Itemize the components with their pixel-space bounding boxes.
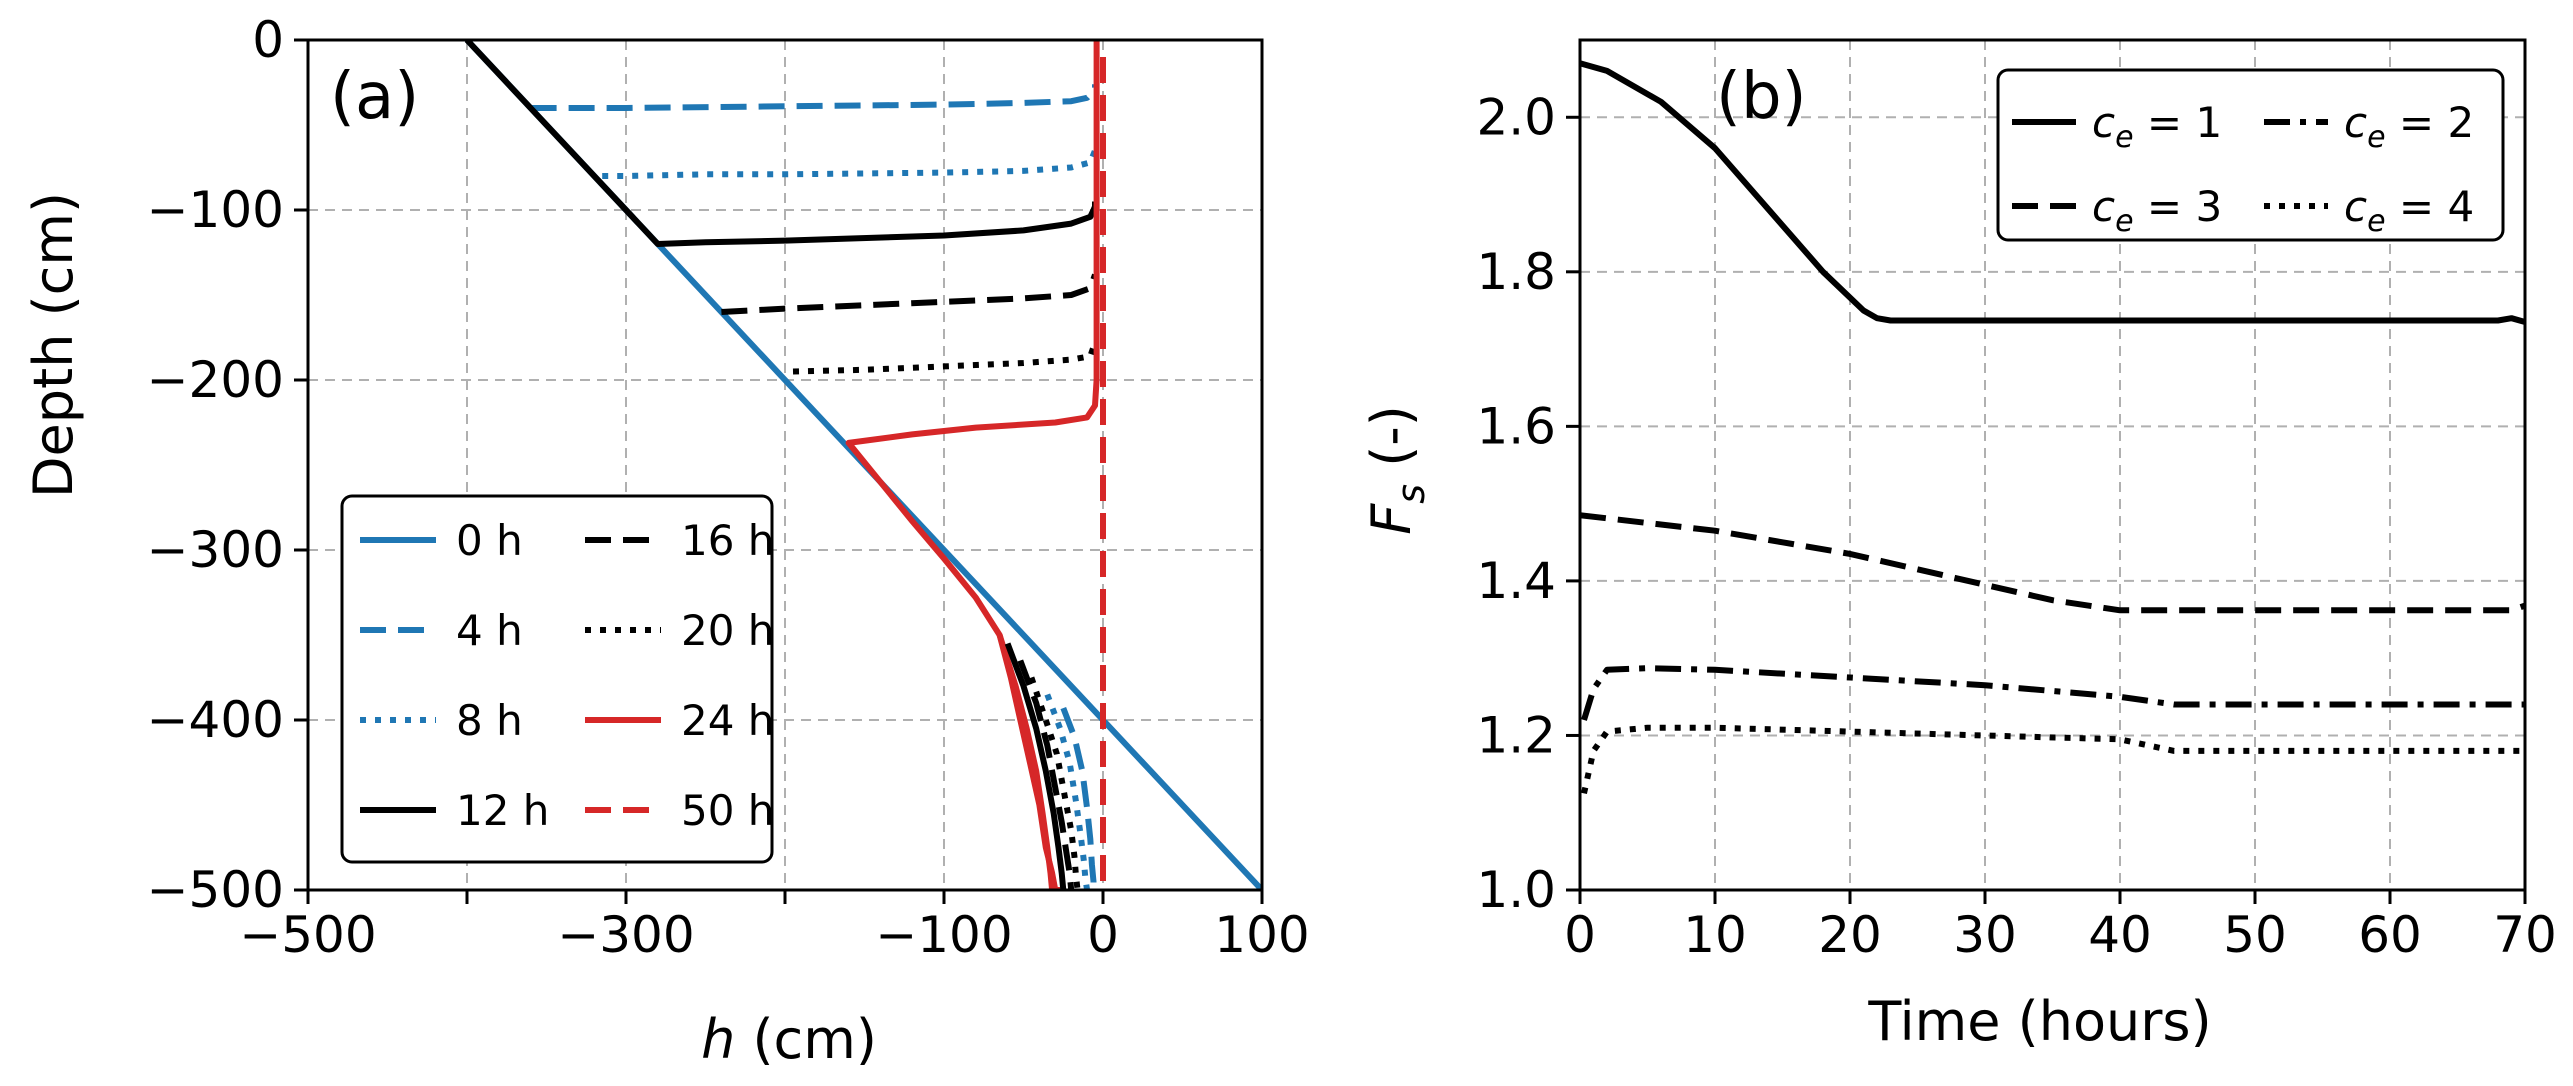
panel-b-ylabel-unit: (-) xyxy=(1360,405,1423,467)
a-legend-label: 16 h xyxy=(681,516,774,565)
b-ytick-label: 1.8 xyxy=(1476,243,1556,301)
b-legend-sub: e xyxy=(2367,120,2385,155)
a-series-line-12-h-lower xyxy=(1004,642,1067,890)
b-xtick-label: 40 xyxy=(2088,906,2152,964)
b-series-line-c-e-1 xyxy=(1580,60,2525,325)
b-xtick-label: 50 xyxy=(2223,906,2287,964)
b-legend-label: ce = 1 xyxy=(2092,98,2222,155)
b-xtick-label: 70 xyxy=(2493,906,2557,964)
a-legend-label: 50 h xyxy=(681,786,774,835)
panel-b-series xyxy=(1580,60,2525,795)
a-ytick-label: −300 xyxy=(147,521,284,579)
b-xtick-label: 10 xyxy=(1683,906,1747,964)
b-series-line-c-e-3 xyxy=(1580,512,2525,614)
panel-b-legend: ce = 1ce = 3ce = 2ce = 4 xyxy=(1996,68,2505,242)
a-legend-label: 20 h xyxy=(681,606,774,655)
b-legend-symbol: c xyxy=(2092,98,2115,147)
a-ytick-label: −400 xyxy=(147,691,284,749)
b-series-line-c-e-2 xyxy=(1581,665,2525,721)
b-ytick-label: 1.0 xyxy=(1476,861,1556,919)
b-xtick-label: 0 xyxy=(1564,906,1596,964)
b-legend-symbol: c xyxy=(2344,98,2367,147)
b-legend-sub: e xyxy=(2115,120,2133,155)
a-ytick-label: 0 xyxy=(252,11,284,69)
a-xtick-label: 100 xyxy=(1214,906,1309,964)
panel-b-ylabel: Fs (-) xyxy=(1360,405,1433,535)
a-ytick-label: −500 xyxy=(147,861,284,919)
b-ytick-label: 1.6 xyxy=(1476,397,1556,455)
a-xtick-label: −300 xyxy=(557,906,694,964)
b-legend-sub: e xyxy=(2367,204,2385,239)
b-legend-symbol: c xyxy=(2344,182,2367,231)
a-series-line-4-h-lower xyxy=(1060,707,1097,890)
a-series-line-24-h-lower-tail xyxy=(996,634,1056,890)
panel-a-ylabel: Depth (cm) xyxy=(22,192,85,498)
panel-a-xlabel: h (cm) xyxy=(701,1008,877,1071)
a-series-line-20-h-lower xyxy=(1028,676,1081,890)
panel-b-ylabel-sub: s xyxy=(1389,484,1433,504)
b-legend-label: ce = 3 xyxy=(2092,182,2222,239)
b-xtick-label: 60 xyxy=(2358,906,2422,964)
a-legend-label: 4 h xyxy=(456,606,523,655)
a-ytick-label: −100 xyxy=(147,181,284,239)
panel-b-xlabel: Time (hours) xyxy=(1867,990,2211,1053)
a-xtick-label: −500 xyxy=(239,906,376,964)
panel-b-ticks: 0 10 20 30 40 50 60 70 1.0 1.2 1.4 1.6 1.8 2.0 xyxy=(1476,88,2556,964)
b-legend-sub: e xyxy=(2115,204,2133,239)
a-series-line-8-h xyxy=(602,149,1098,179)
b-ytick-label: 2.0 xyxy=(1476,88,1556,146)
b-xtick-label: 20 xyxy=(1818,906,1882,964)
a-legend-label: 8 h xyxy=(456,696,523,745)
b-legend-label: ce = 2 xyxy=(2344,98,2474,155)
b-legend-label: ce = 4 xyxy=(2344,182,2474,239)
a-ytick-label: −200 xyxy=(147,351,284,409)
a-series-line-24-h xyxy=(845,40,1100,890)
a-legend-label: 0 h xyxy=(456,516,523,565)
a-xtick-label: 0 xyxy=(1087,906,1119,964)
b-ytick-label: 1.4 xyxy=(1476,552,1556,610)
panel-b-chart: 0 10 20 30 40 50 60 70 1.0 1.2 1.4 1.6 1.8 2.0 (b) Ti… xyxy=(1360,38,2557,1053)
a-legend-label: 12 h xyxy=(456,786,549,835)
a-series-line-16-h xyxy=(721,273,1098,315)
a-series-line-16-h-lower xyxy=(1017,659,1075,890)
a-legend-box xyxy=(340,494,774,864)
b-ytick-label: 1.2 xyxy=(1476,706,1556,764)
panel-a-chart: −500 −300 −100 0 100 0 −100 −200 −300 −400 −500 (a… xyxy=(22,11,1310,1071)
panel-b-frame xyxy=(1578,38,2527,892)
b-legend-eq: = 1 xyxy=(2134,98,2223,147)
panel-a-ticks: −500 −300 −100 0 100 0 −100 −200 −300 −400 −500 xyxy=(147,11,1310,964)
b-xtick-label: 30 xyxy=(1953,906,2017,964)
b-legend-box xyxy=(1996,68,2505,242)
a-xtick-label: −100 xyxy=(875,906,1012,964)
panel-a-label: (a) xyxy=(330,60,419,134)
a-series-line-4-h xyxy=(530,84,1098,111)
a-legend-label: 24 h xyxy=(681,696,774,745)
panel-b-ylabel-symbol: F xyxy=(1360,503,1423,535)
b-legend-symbol: c xyxy=(2092,182,2115,231)
panel-a-series xyxy=(464,40,1262,890)
panel-a-xlabel-unit: (cm) xyxy=(752,1008,876,1071)
b-legend-eq: = 4 xyxy=(2386,182,2475,231)
b-legend-eq: = 2 xyxy=(2386,98,2475,147)
panel-b-label: (b) xyxy=(1716,60,1807,134)
b-legend-eq: = 3 xyxy=(2134,182,2223,231)
b-series-line-c-e-4 xyxy=(1581,724,2525,795)
panel-a-xlabel-symbol: h xyxy=(701,1008,735,1071)
a-series-line-12-h xyxy=(464,40,1098,247)
panel-a-legend: 0 h 4 h 8 h 12 h 16 h 20 h 24 h 50 h xyxy=(340,494,774,864)
a-series-line-20-h xyxy=(792,341,1098,375)
